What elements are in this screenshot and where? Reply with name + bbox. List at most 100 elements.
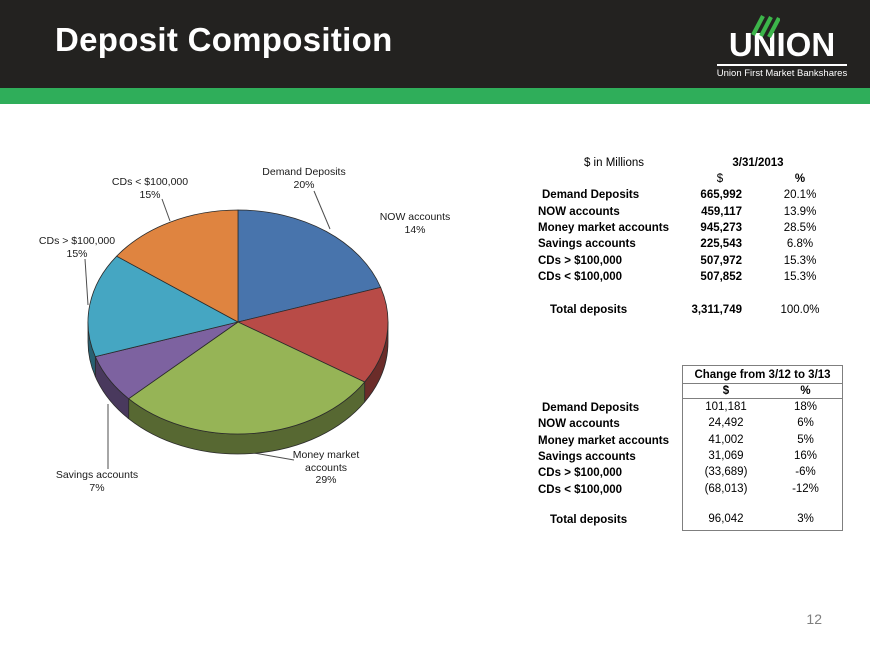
blank-row — [538, 285, 850, 301]
slide-header: Deposit Composition UNION Union First Ma… — [0, 0, 870, 88]
current-deposits-table: $ in Millions 3/31/2013 $% Demand Deposits 6… — [538, 154, 850, 318]
table-row: (68,013) -12% — [683, 480, 842, 496]
cell-label: CDs > $100,000 — [538, 467, 623, 480]
table-row: Savings accounts 225,543 6.8% — [538, 236, 850, 252]
leader-line — [161, 198, 171, 222]
change-table-labels: Demand Deposits NOW accounts Money market … — [538, 365, 682, 528]
pie-label-pct: 15% — [139, 188, 161, 201]
cell-percent: 13.9% — [783, 205, 817, 218]
change-table-box: Change from 3/12 to 3/13 $% 101,181 18% 24,4… — [682, 365, 843, 532]
pie-label-pct: 14% — [404, 223, 426, 236]
date-header: 3/31/2013 — [732, 156, 784, 169]
cell-dollars: 41,002 — [708, 433, 744, 446]
cell-dollars: 945,273 — [700, 222, 742, 235]
cell-percent: 16% — [793, 450, 818, 463]
leader-line — [84, 258, 89, 306]
cell-dollars: 507,972 — [700, 254, 742, 267]
logo-divider — [717, 64, 847, 66]
logo-leaf-icon — [751, 15, 780, 38]
cell-percent: 6% — [797, 417, 814, 430]
spacer — [538, 365, 682, 400]
pie-label-name: CDs > $100,000 — [38, 235, 116, 247]
union-logo: UNION Union First Market Bankshares — [716, 10, 848, 79]
cell-dollars: 665,992 — [700, 189, 742, 202]
cell-label: Demand Deposits — [542, 189, 640, 202]
cell-label: Total deposits — [550, 513, 628, 526]
pie-label-savings-accounts: Savings accounts 7% — [35, 469, 159, 494]
cell-dollars: 507,852 — [700, 270, 742, 283]
cell-dollars: 24,492 — [708, 417, 744, 430]
pie-label-name: CDs < $100,000 — [111, 176, 189, 188]
cell-percent: -12% — [792, 482, 819, 495]
table-row: 101,181 18% — [683, 399, 842, 415]
pie-label-name: NOW accounts — [379, 211, 451, 223]
pie-slice — [87, 255, 239, 358]
cell-label: NOW accounts — [538, 418, 620, 431]
table-caption: $ in Millions — [583, 156, 645, 169]
table-row: Money market accounts 945,273 28.5% — [538, 220, 850, 236]
table-row: CDs > $100,000 507,972 15.3% — [538, 252, 850, 268]
cell-dollars: 96,042 — [708, 512, 744, 525]
total-row: Total deposits 3,311,749 100.0% — [538, 301, 850, 317]
cell-percent: 5% — [797, 433, 814, 446]
table-row: CDs < $100,000 507,852 15.3% — [538, 269, 850, 285]
cell-dollars: 459,117 — [701, 205, 742, 218]
cell-percent: 3% — [797, 512, 814, 525]
cell-percent: 6.8% — [786, 238, 814, 251]
page-title: Deposit Composition — [55, 21, 393, 58]
cell-label: CDs < $100,000 — [538, 483, 623, 496]
cell-label: CDs < $100,000 — [538, 270, 623, 283]
table-row: (33,689) -6% — [683, 464, 842, 480]
table-header-row: $ in Millions 3/31/2013 — [538, 154, 850, 171]
blank-row — [683, 497, 842, 511]
cell-percent: 15.3% — [783, 254, 817, 267]
pie-label-cds-less: CDs < $100,000 15% — [88, 176, 212, 201]
pie-chart-svg — [84, 190, 389, 469]
pie-label-demand-deposits: Demand Deposits 20% — [242, 166, 366, 191]
cell-label: Money market accounts — [538, 222, 670, 235]
cell-dollars: (33,689) — [704, 466, 748, 479]
blank-row — [538, 498, 682, 512]
leader-line — [253, 452, 295, 461]
cell-label: Demand Deposits — [542, 402, 640, 415]
column-header-row: $% — [683, 384, 842, 399]
cell-label: Total deposits — [550, 303, 628, 316]
cell-dollars: 31,069 — [708, 450, 744, 463]
cell-percent: 100.0% — [780, 303, 820, 316]
cell-dollars: (68,013) — [704, 482, 748, 495]
pie-label-pct: 20% — [293, 178, 315, 191]
table-row: 41,002 5% — [683, 432, 842, 448]
pie-slice — [128, 321, 366, 435]
pie-label-money-market: Money market accounts 29% — [280, 449, 372, 487]
dollar-column-header: $ — [716, 173, 724, 186]
pie-label-cds-greater: CDs > $100,000 15% — [15, 235, 139, 260]
column-header-row: $% — [538, 171, 850, 187]
cell-label: Money market accounts — [538, 434, 670, 447]
cell-percent: 20.1% — [783, 189, 817, 202]
pie-label-pct: 15% — [66, 247, 88, 260]
cell-label: Savings accounts — [538, 238, 636, 251]
total-row: 96,042 3% — [683, 511, 842, 527]
pie-label-pct: 29% — [315, 474, 337, 486]
leader-line — [313, 190, 331, 230]
pie-label-name: Money market accounts — [292, 449, 360, 474]
pie-slice — [116, 209, 239, 323]
logo-wordmark: UNION — [728, 26, 836, 63]
pie-label-name: Demand Deposits — [262, 166, 346, 178]
cell-label: CDs > $100,000 — [538, 254, 623, 267]
pie-label-name: Savings accounts — [55, 469, 139, 481]
table-row: NOW accounts 459,117 13.9% — [538, 204, 850, 220]
percent-column-header: % — [794, 173, 806, 186]
cell-percent: -6% — [795, 466, 816, 479]
leader-lines — [84, 190, 331, 469]
dollar-column-header: $ — [722, 385, 730, 397]
pie-slice — [237, 209, 382, 323]
cell-dollars: 101,181 — [705, 401, 747, 414]
percent-column-header: % — [800, 385, 811, 397]
cell-percent: 15.3% — [783, 270, 817, 283]
cell-label: NOW accounts — [538, 205, 620, 218]
table-row: 24,492 6% — [683, 415, 842, 431]
change-table-caption: Change from 3/12 to 3/13 — [683, 366, 842, 384]
pie-slice — [237, 286, 389, 383]
